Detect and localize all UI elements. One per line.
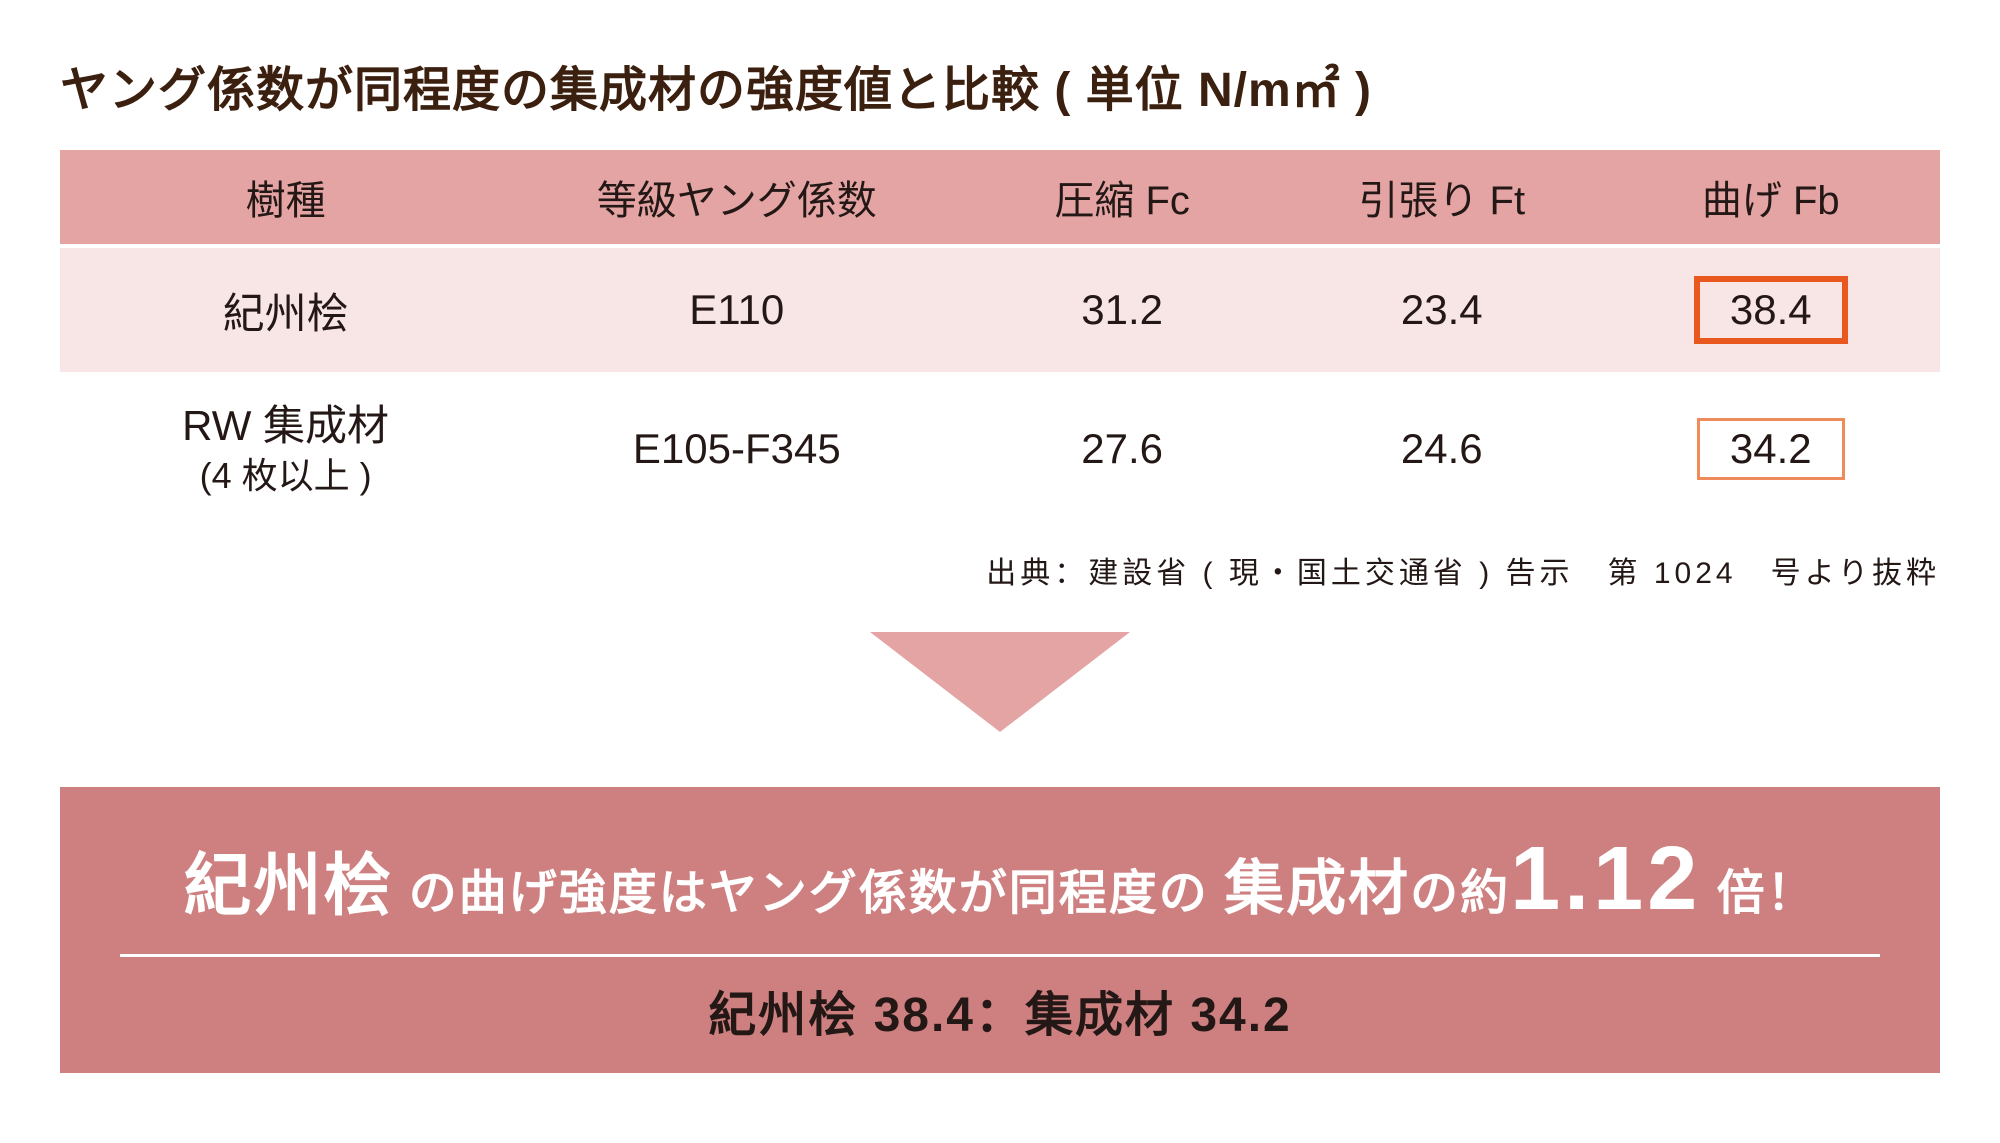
comparison-table: 樹種 等級ヤング係数 圧縮 Fc 引張り Ft 曲げ Fb 紀州桧 E110 3…: [60, 150, 1940, 526]
cell-species: 紀州桧: [60, 248, 511, 372]
species-sub: (4 枚以上 ): [60, 453, 511, 498]
banner-text: の曲げ強度はヤング係数が同程度の: [393, 867, 1224, 920]
banner-keyword-2: 集成材: [1224, 855, 1410, 922]
banner-text: 倍！: [1701, 867, 1816, 920]
cell-fb: 38.4: [1602, 248, 1940, 372]
banner-ratio: 1.12: [1510, 829, 1701, 929]
table-row: 紀州桧 E110 31.2 23.4 38.4: [60, 248, 1940, 372]
cell-grade: E105-F345: [511, 372, 962, 526]
species-main: RW 集成材: [182, 402, 389, 449]
banner-text: の約: [1410, 867, 1510, 920]
col-header-ft: 引張り Ft: [1282, 150, 1602, 248]
cell-grade: E110: [511, 248, 962, 372]
cell-fc: 27.6: [962, 372, 1282, 526]
banner-subline: 紀州桧 38.4：集成材 34.2: [110, 975, 1890, 1045]
table-header-row: 樹種 等級ヤング係数 圧縮 Fc 引張り Ft 曲げ Fb: [60, 150, 1940, 248]
highlight-value-fb: 38.4: [1694, 276, 1848, 344]
col-header-fb: 曲げ Fb: [1602, 150, 1940, 248]
table-row: RW 集成材 (4 枚以上 ) E105-F345 27.6 24.6 34.2: [60, 372, 1940, 526]
col-header-grade: 等級ヤング係数: [511, 150, 962, 248]
source-citation: 出典：建設省 ( 現・国土交通省 ) 告示 第 1024 号より抜粋: [60, 548, 1940, 592]
conclusion-banner: 紀州桧 の曲げ強度はヤング係数が同程度の 集成材の約1.12 倍！ 紀州桧 38…: [60, 787, 1940, 1073]
banner-keyword-1: 紀州桧: [183, 848, 393, 924]
cell-fb: 34.2: [1602, 372, 1940, 526]
cell-species: RW 集成材 (4 枚以上 ): [60, 372, 511, 526]
col-header-fc: 圧縮 Fc: [962, 150, 1282, 248]
page-title: ヤング係数が同程度の集成材の強度値と比較 ( 単位 N/m㎡ ): [60, 50, 1940, 120]
cell-ft: 24.6: [1282, 372, 1602, 526]
cell-ft: 23.4: [1282, 248, 1602, 372]
arrow-container: [60, 632, 1940, 737]
highlight-value-fb: 34.2: [1697, 418, 1845, 480]
arrow-down-icon: [870, 632, 1130, 732]
col-header-species: 樹種: [60, 150, 511, 248]
cell-fc: 31.2: [962, 248, 1282, 372]
banner-divider: [120, 954, 1880, 957]
banner-headline: 紀州桧 の曲げ強度はヤング係数が同程度の 集成材の約1.12 倍！: [110, 821, 1890, 954]
